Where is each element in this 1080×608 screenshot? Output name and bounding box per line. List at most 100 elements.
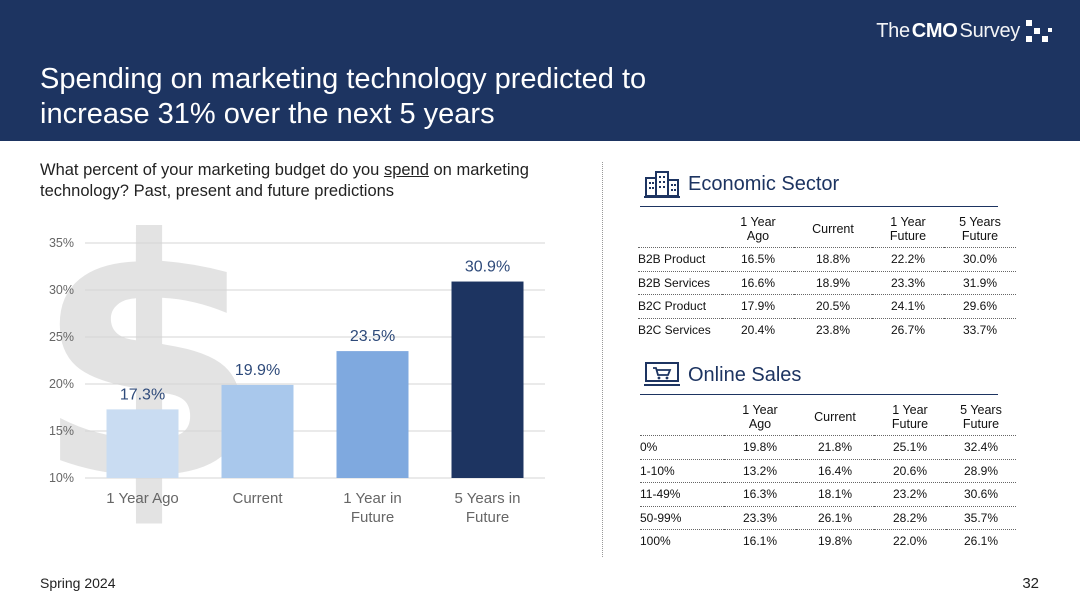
table-cell: 16.3% (724, 482, 796, 507)
x-category-label: 5 Years in (455, 490, 521, 507)
table-cell: 32.4% (946, 435, 1016, 460)
table-cell: 13.2% (724, 459, 796, 483)
row-label: B2B Services (638, 271, 722, 295)
x-category-label: Future (466, 509, 509, 526)
y-tick-label: 10% (49, 471, 74, 485)
row-label: 1-10% (640, 459, 724, 483)
y-tick-label: 30% (49, 283, 74, 297)
header-blank (638, 215, 722, 248)
x-category-label: 1 Year Ago (106, 490, 179, 507)
table-cell: 28.9% (946, 459, 1016, 483)
row-label: 50-99% (640, 506, 724, 530)
table-cell: 16.1% (742, 534, 778, 549)
table-cell: 31.9% (944, 271, 1016, 295)
table-cell: 23.2% (874, 482, 946, 507)
table-cell: 30.0% (944, 247, 1016, 272)
table-cell: 30.6% (946, 482, 1016, 507)
economic-sector-table: 1 Year Ago Current 1 Year Future 5 Years Fu… (638, 215, 1016, 341)
table-cell: 20.6% (874, 459, 946, 483)
bar (221, 384, 294, 478)
table-cell: 17.9% (722, 294, 794, 319)
table-cell: 26.7% (890, 322, 926, 337)
table-row: 1-10% 13.2% 16.4% 20.6% 28.9% (640, 459, 1016, 483)
table-cell: 26.1% (796, 506, 874, 530)
column-header: Current (794, 215, 872, 248)
online-sales-heading: Online Sales (644, 362, 801, 388)
table-row: B2C Product 17.9% 20.5% 24.1% 29.6% (638, 294, 1016, 319)
table-cell: 28.2% (874, 506, 946, 530)
bar-value-label: 30.9% (465, 259, 510, 276)
table-row: B2B Services 16.6% 18.9% 23.3% 31.9% (638, 271, 1016, 295)
table-cell: 16.6% (722, 271, 794, 295)
table-header-row: 1 Year Ago Current 1 Year Future 5 Years Fu… (640, 403, 1016, 436)
online-sales-title: Online Sales (688, 363, 802, 386)
shopping-cart-icon (644, 362, 680, 386)
table-cell: 35.7% (946, 506, 1016, 530)
page-title: Spending on marketing technology predict… (40, 63, 647, 130)
x-category-label: Future (351, 509, 394, 526)
y-tick-label: 15% (49, 424, 74, 438)
column-header: 5 Years Future (946, 403, 1016, 436)
column-header: 1 Year Future (872, 215, 944, 248)
building-icon (644, 171, 680, 198)
x-category-label: Current (232, 490, 283, 507)
online-sales-table: 1 Year Ago Current 1 Year Future 5 Years Fu… (640, 403, 1016, 553)
table-cell: 20.5% (794, 294, 872, 319)
bar (336, 351, 409, 478)
bar (451, 281, 524, 478)
question-text-after: on marketing technology? Past, present a… (40, 161, 529, 200)
column-header: 1 Year Future (874, 403, 946, 436)
survey-question: What percent of your marketing budget do… (40, 160, 580, 202)
table-row: 50-99% 23.3% 26.1% 28.2% 35.7% (640, 506, 1016, 530)
table-cell: 23.8% (815, 322, 851, 337)
question-underlined-word: spend (383, 161, 429, 179)
economic-sector-title: Economic Sector (688, 172, 840, 195)
logo-dots-icon (1024, 18, 1054, 44)
bar-value-label: 17.3% (120, 386, 165, 403)
table-cell: 33.7% (962, 322, 998, 337)
table-cell: 19.8% (724, 435, 796, 460)
table-cell: 16.4% (796, 459, 874, 483)
page-number: 32 (1022, 575, 1039, 592)
table-header-row: 1 Year Ago Current 1 Year Future 5 Years Fu… (638, 215, 1016, 248)
table-row: 100% 16.1% 19.8% 22.0% 26.1% (640, 530, 1016, 553)
table-cell: 23.3% (724, 506, 796, 530)
table-cell: 25.1% (874, 435, 946, 460)
table-cell: 23.3% (872, 271, 944, 295)
table-cell: 16.5% (722, 247, 794, 272)
table-cell: 18.1% (796, 482, 874, 507)
table-cell: 19.8% (817, 534, 853, 549)
table-cell: 22.0% (892, 534, 928, 549)
y-tick-label: 25% (49, 330, 74, 344)
logo-survey: Survey (959, 19, 1021, 42)
table-row: 11-49% 16.3% 18.1% 23.2% 30.6% (640, 482, 1016, 507)
question-text-before: What percent of your marketing budget do… (40, 161, 384, 179)
vertical-divider (602, 162, 603, 557)
bar (106, 409, 179, 478)
header-banner: Spending on marketing technology predict… (0, 0, 1080, 141)
column-header: Current (796, 403, 874, 436)
table-cell: 29.6% (944, 294, 1016, 319)
table-cell: 18.9% (794, 271, 872, 295)
table-cell: 24.1% (872, 294, 944, 319)
table-row: B2C Services 20.4% 23.8% 26.7% 33.7% (638, 318, 1016, 341)
dollar-sign-icon: $ (34, 225, 264, 530)
table-cell: 26.1% (963, 534, 999, 549)
table-row: B2B Product 16.5% 18.8% 22.2% 30.0% (638, 247, 1016, 272)
row-label: B2B Product (638, 247, 722, 272)
x-category-label: 1 Year in (343, 490, 401, 507)
y-tick-label: 20% (49, 377, 74, 391)
header-blank (640, 403, 724, 436)
table-cell: 18.8% (794, 247, 872, 272)
budget-bar-chart: $10% 15% 20% 25% 30% 35% 17.3% 1 Year Ago 19.9% C… (34, 225, 545, 530)
economic-sector-heading: Economic Sector (644, 170, 839, 198)
row-label: 100% (640, 534, 671, 549)
row-label: 0% (640, 435, 724, 460)
column-header: 1 Year Ago (724, 403, 796, 436)
table-cell: 22.2% (872, 247, 944, 272)
column-header: 5 Years Future (944, 215, 1016, 248)
economic-sector-rule (640, 206, 998, 207)
table-row: 0% 19.8% 21.8% 25.1% 32.4% (640, 435, 1016, 460)
cmo-survey-logo: The CMO Survey (876, 18, 1054, 44)
table-cell: 20.4% (740, 322, 776, 337)
